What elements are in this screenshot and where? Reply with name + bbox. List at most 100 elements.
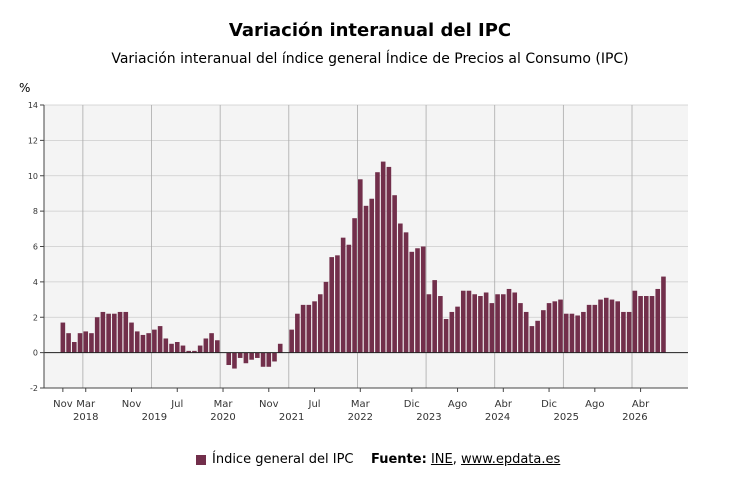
bar <box>323 281 329 353</box>
source-link-epdata[interactable]: www.epdata.es <box>461 452 561 467</box>
bar <box>134 331 140 353</box>
bar <box>598 299 603 353</box>
x-tick-label: Abr <box>495 399 513 410</box>
bar <box>449 311 455 353</box>
bar <box>243 352 249 364</box>
bar <box>186 350 191 353</box>
bar <box>626 311 632 353</box>
bar <box>83 331 89 353</box>
x-tick-label: Abr <box>632 399 650 410</box>
y-tick-label: 4 <box>33 278 38 287</box>
x-tick-label: Ago <box>448 399 467 410</box>
bar <box>363 205 369 353</box>
bar <box>169 343 174 353</box>
y-axis-unit: % <box>19 81 31 95</box>
x-tick-label: Jul <box>308 399 321 410</box>
bar <box>60 322 66 353</box>
bar <box>277 343 283 353</box>
bar <box>420 246 426 353</box>
bar <box>94 317 100 353</box>
bar <box>380 161 386 353</box>
bar <box>603 297 609 353</box>
bar <box>346 244 352 353</box>
bar <box>140 334 146 353</box>
bar <box>472 294 477 353</box>
bar <box>541 310 546 353</box>
bar <box>506 288 512 353</box>
bar <box>644 296 649 353</box>
bar <box>489 303 495 353</box>
bar <box>546 303 552 353</box>
y-tick-label: 8 <box>33 207 38 216</box>
bar <box>152 329 157 353</box>
bar <box>415 248 420 353</box>
bar <box>558 299 563 353</box>
x-year-label: 2020 <box>210 412 235 423</box>
bar <box>569 313 575 353</box>
bar <box>655 288 661 353</box>
bar <box>249 352 254 360</box>
bar <box>581 311 586 353</box>
y-tick-label: 10 <box>28 172 38 181</box>
bar <box>466 290 472 353</box>
source-label: Fuente: <box>371 452 427 467</box>
bar <box>438 296 443 353</box>
source-separator: , <box>452 452 457 467</box>
bar <box>386 166 392 353</box>
bar <box>523 311 529 353</box>
x-tick-label: Nov <box>122 399 142 410</box>
bar <box>77 333 83 353</box>
x-tick-label: Dic <box>404 399 420 410</box>
x-tick-label: Nov <box>53 399 73 410</box>
bar <box>295 313 300 353</box>
bar <box>632 290 638 353</box>
source-note: Fuente: INE, www.epdata.es <box>371 452 560 467</box>
x-year-label: 2025 <box>553 412 578 423</box>
bar <box>432 280 437 353</box>
x-tick-label: Jul <box>170 399 183 410</box>
bar <box>460 290 466 353</box>
bar <box>157 326 163 353</box>
bar <box>117 311 123 353</box>
bar <box>495 294 500 353</box>
bar <box>615 301 620 353</box>
bar <box>392 195 397 353</box>
bar <box>563 313 569 353</box>
x-year-label: 2019 <box>142 412 167 423</box>
legend-swatch <box>196 454 206 465</box>
x-tick-label: Mar <box>214 399 234 410</box>
bar <box>483 292 489 353</box>
bar <box>375 172 380 353</box>
bar <box>340 237 346 353</box>
bar <box>112 313 117 353</box>
bar <box>512 292 518 353</box>
bar <box>266 352 272 367</box>
y-tick-label: 2 <box>33 313 38 322</box>
bar <box>100 311 106 353</box>
bar <box>215 340 220 353</box>
bar <box>535 320 540 353</box>
bar <box>443 319 449 353</box>
bar <box>232 352 237 369</box>
x-tick-label: Mar <box>351 399 371 410</box>
bar <box>226 352 232 366</box>
bar <box>289 329 294 353</box>
bar <box>209 333 214 353</box>
bar <box>123 311 129 353</box>
bar <box>638 296 643 353</box>
bar <box>237 352 243 358</box>
source-link-ine[interactable]: INE <box>430 452 453 467</box>
x-tick-label: Ago <box>585 399 604 410</box>
bar <box>518 303 523 353</box>
legend[interactable]: Índice general del IPC <box>196 452 354 467</box>
bar <box>300 304 306 353</box>
bar <box>426 294 432 353</box>
bar <box>146 333 151 353</box>
bar <box>203 338 209 353</box>
chart-title: Variación interanual del IPC <box>228 20 512 41</box>
bar <box>106 313 111 353</box>
bar <box>609 299 615 353</box>
bar <box>352 218 357 353</box>
x-tick-label: Dic <box>541 399 557 410</box>
